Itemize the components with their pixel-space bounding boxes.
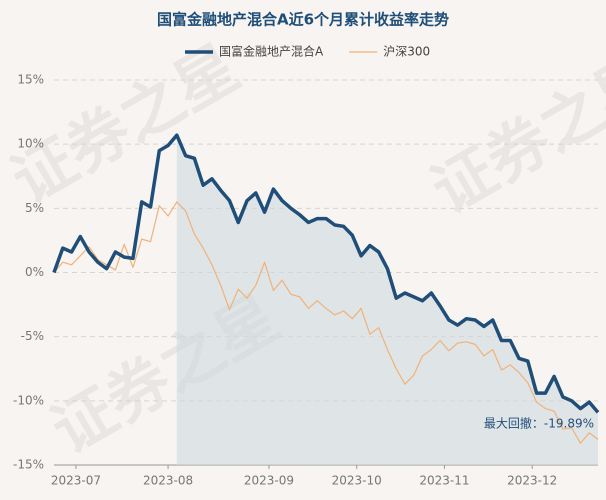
y-tick-label: 5% — [25, 201, 44, 215]
y-tick-label: -15% — [13, 458, 44, 472]
y-tick-label: -5% — [21, 329, 44, 343]
chart-title: 国富金融地产混合A近6个月累计收益率走势 — [157, 11, 449, 29]
x-tick-label: 2023-09 — [244, 474, 294, 488]
x-tick-label: 2023-07 — [51, 474, 101, 488]
y-tick-label: 15% — [17, 73, 44, 87]
y-tick-label: 0% — [25, 265, 44, 279]
x-tick-label: 2023-10 — [332, 474, 382, 488]
series-line — [53, 201, 599, 444]
legend-label: 国富金融地产混合A — [219, 44, 324, 59]
annotation: 最大回撤：-19.89% — [484, 416, 594, 431]
x-tick-label: 2023-08 — [143, 474, 193, 488]
x-tick-label: 2023-11 — [419, 474, 469, 488]
x-tick-label: 2023-12 — [507, 474, 557, 488]
drawdown-area — [176, 135, 598, 465]
y-tick-label: -10% — [13, 393, 44, 407]
y-tick-label: 10% — [17, 137, 44, 151]
legend-label: 沪深300 — [383, 45, 430, 59]
series-line — [52, 133, 600, 414]
